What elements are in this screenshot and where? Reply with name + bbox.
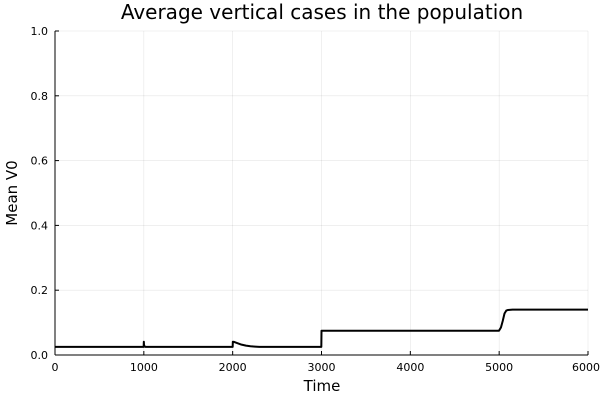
series-line [55,308,588,348]
x-tick-label: 2000 [219,361,247,374]
x-tick-label: 0 [52,361,59,374]
y-tick-label: 0.2 [31,284,49,297]
y-tick-label: 1.0 [31,25,49,38]
series-layer [55,308,588,348]
x-tick-label: 4000 [396,361,424,374]
y-axis-label: Mean V0 [3,160,21,225]
x-axis-label: Time [303,377,341,395]
x-tick-label: 6000 [572,361,600,374]
x-tick-label: 5000 [485,361,513,374]
grid [54,30,589,356]
ticks: 0 1000 2000 3000 4000 5000 6000 0.0 0.2 0.4 0.6 0.8… [31,25,600,374]
x-tick-label: 1000 [130,361,158,374]
y-tick-label: 0.0 [31,349,49,362]
y-tick-label: 0.6 [31,155,49,168]
x-tick-label: 3000 [308,361,336,374]
y-tick-label: 0.4 [31,219,49,232]
y-tick-label: 0.8 [31,90,49,103]
chart-title: Average vertical cases in the population [121,0,523,24]
